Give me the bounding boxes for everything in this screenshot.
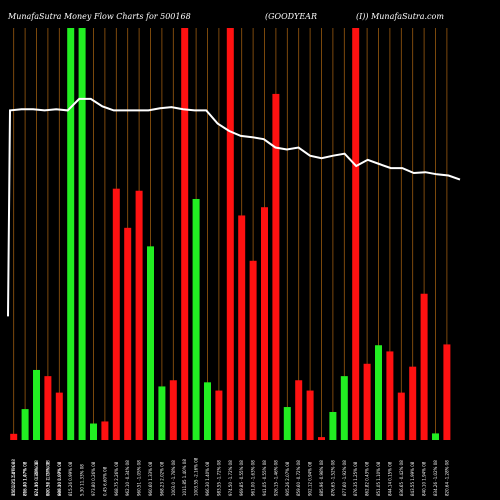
bar <box>306 390 314 440</box>
x-tick-label: 968.75 2.26% 08 <box>114 461 119 496</box>
x-tick-label: 896.40 1.07% 08 <box>23 461 28 496</box>
bar <box>295 380 303 440</box>
bar <box>375 345 382 440</box>
x-tick-label: 905.26 2.07% 08 <box>285 461 290 496</box>
bar <box>101 421 109 440</box>
x-tick-label: 902.12 0.94% 08 <box>308 461 313 496</box>
bar <box>55 392 63 440</box>
bar <box>443 344 451 440</box>
bar <box>10 433 18 440</box>
bar-series <box>10 28 451 441</box>
x-tick-label: 843.55 1.99% 08 <box>410 461 415 496</box>
x-tick-label: 885.96 -0.98% 08 <box>319 460 324 496</box>
x-tick-label: 815.30 1.47% 08 <box>23 461 28 496</box>
bar <box>44 376 52 440</box>
x-tick-label: 859.60 -0.72% 08 <box>296 460 301 496</box>
x-tick-label: 851.05 1.10% 08 <box>376 461 381 496</box>
x-tick-label: 840.10 1.94% 08 <box>422 461 427 496</box>
bar <box>112 188 120 440</box>
x-tick-label: 1011.85 1.40% 08 <box>182 459 187 496</box>
x-tick-label: 834.26 -1.02% 08 <box>433 460 438 496</box>
x-tick-label: 862.82 0.43% 08 <box>365 461 370 496</box>
bar <box>21 409 29 440</box>
bar <box>78 28 86 440</box>
x-tick-label: 969.85 -0.55% 08 <box>239 460 244 496</box>
bar <box>249 260 257 440</box>
x-tick-label: 815.26 0.99% 08 <box>68 461 73 496</box>
bar <box>352 28 360 440</box>
bar <box>261 207 268 440</box>
x-tick-label: 926.15 -1.46% 08 <box>273 460 278 496</box>
x-tick-label: 960.51 -1.05% 08 <box>137 460 142 496</box>
header-left-text: MunafaSutra Money Flow Charts for 500168 <box>7 12 191 21</box>
x-tick-label: 961.00 -1.63% 08 <box>251 460 256 496</box>
bar <box>409 366 417 440</box>
x-tick-label: 824.90 0.35% 08 <box>34 461 39 496</box>
x-tick-label: 989.10 0.07% 08 <box>57 461 62 496</box>
bar <box>329 411 337 440</box>
x-tick-label: 1003.55 -2.16% 08 <box>194 457 199 496</box>
header-center-text: (GOODYEAR <box>265 12 317 21</box>
x-tick-label: 800.32 -1.07% 08 <box>45 460 50 496</box>
bar <box>147 246 154 440</box>
x-tick-label: 920.56 1.75% 08 <box>45 461 50 496</box>
x-tick-labels: 1501.25 1.87% 08 896.40 1.07% 08 974.15 -0… <box>11 457 449 496</box>
bar <box>283 407 291 440</box>
bar <box>363 363 371 440</box>
bar <box>386 351 394 440</box>
x-tick-label: 974.50 -1.72% 08 <box>228 460 233 496</box>
x-tick-label: 844.14 0.15% 08 <box>387 461 392 496</box>
price-line <box>7 97 461 317</box>
x-tick-label: 0.45 6.60% 08 <box>102 466 107 496</box>
bar <box>420 293 428 440</box>
bar <box>135 190 143 440</box>
x-tick-label: 1501.25 1.87% 08 <box>11 459 16 496</box>
x-tick-label: 968.23 2.02% 08 <box>159 461 164 496</box>
bar <box>226 28 234 440</box>
bar <box>169 380 177 440</box>
x-tick-label: 836.65 -0.42% 08 <box>399 460 404 496</box>
bar <box>158 386 166 440</box>
x-tick-label: 960.60 1.33% 08 <box>148 461 153 496</box>
x-tick-label: 941.05 -0.55% 08 <box>262 460 267 496</box>
x-tick-label: 973.80 0.26% 08 <box>91 461 96 496</box>
x-tick-label: 820.64 -1.28% 08 <box>444 460 449 496</box>
bar <box>432 433 439 440</box>
bar <box>272 93 280 441</box>
x-tick-label: 974.15 -0.89% 08 <box>34 460 39 496</box>
x-tick-label: 876.35 1.25% 08 <box>353 461 358 496</box>
bar <box>124 227 132 440</box>
x-tick-label: 983.55 -1.72% 08 <box>216 460 221 496</box>
bar <box>90 423 97 440</box>
bar <box>238 215 246 440</box>
bar <box>397 392 405 440</box>
x-tick-label: 835.00 1.54% 08 <box>11 461 16 496</box>
x-tick-label: 876.65 -1.52% 08 <box>330 460 335 496</box>
bar <box>318 437 325 440</box>
bar <box>67 28 75 440</box>
bar <box>215 390 223 440</box>
x-tick-label: 966.30 1.40% 08 <box>205 461 210 496</box>
x-tick-label: 5.30 11.33% 08 <box>80 464 85 496</box>
bar <box>33 369 40 440</box>
bar <box>204 382 211 440</box>
x-tick-label: 1003.0 -1.78% 08 <box>171 460 176 496</box>
bar <box>192 198 200 440</box>
x-tick-label: 806.00 1.99% 08 <box>57 461 62 496</box>
bar <box>181 28 189 440</box>
x-tick-label: 877.60 -1.92% 08 <box>342 460 347 496</box>
x-tick-label: 962.10 -0.34% 08 <box>125 460 130 496</box>
header-right-text: (I)) MunafaSutra.com <box>356 12 444 21</box>
bar <box>340 376 348 440</box>
